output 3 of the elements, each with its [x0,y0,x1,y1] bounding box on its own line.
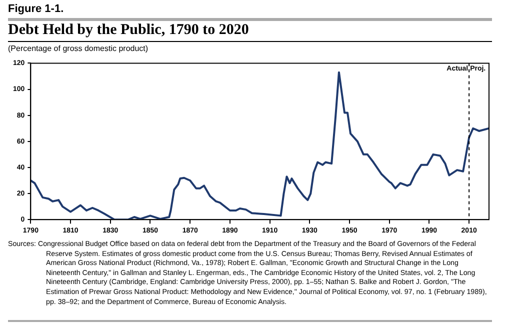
chart-subtitle: Debt Held by the Public, 1790 to 2020 [8,22,249,39]
chart-title: Figure 1-1. [8,3,64,15]
y-axis-title: (Percentage of gross domestic product) [8,44,148,53]
